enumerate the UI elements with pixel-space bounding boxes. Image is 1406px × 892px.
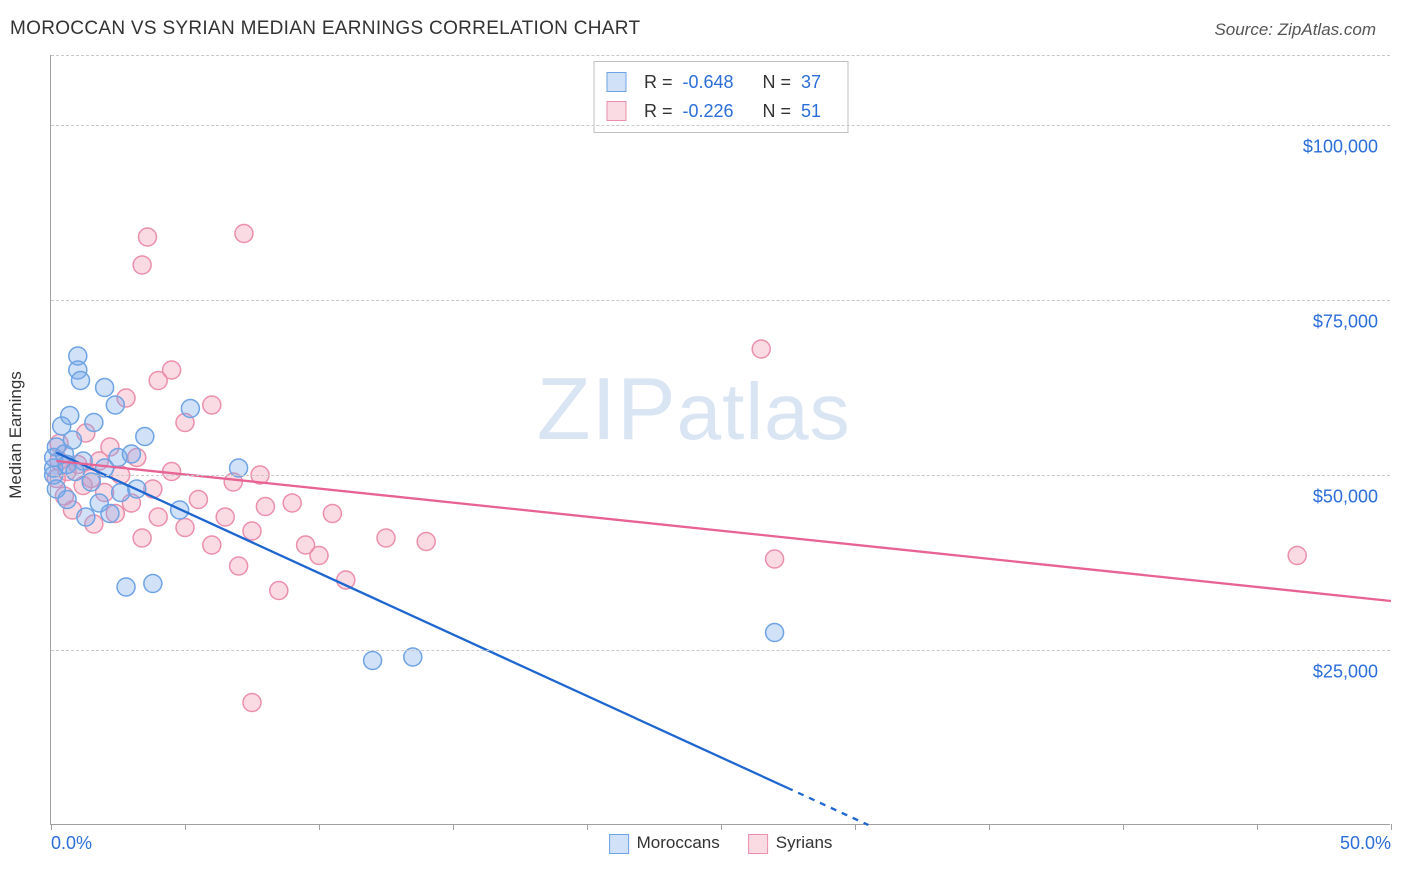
series-legend: Moroccans Syrians bbox=[609, 833, 833, 854]
x-tick-label: 0.0% bbox=[51, 833, 92, 854]
x-tick bbox=[587, 824, 588, 830]
data-point bbox=[203, 536, 221, 554]
data-point bbox=[377, 529, 395, 547]
x-tick bbox=[989, 824, 990, 830]
legend-item: Moroccans bbox=[609, 833, 720, 854]
legend-series-name: Moroccans bbox=[637, 833, 720, 852]
chart-source: Source: ZipAtlas.com bbox=[1214, 20, 1376, 40]
data-point bbox=[136, 428, 154, 446]
data-point bbox=[106, 396, 124, 414]
plot-region: ZIPatlas R =-0.648N =37R =-0.226N =51 Mo… bbox=[50, 55, 1390, 825]
data-point bbox=[364, 652, 382, 670]
data-point bbox=[323, 505, 341, 523]
x-tick bbox=[51, 824, 52, 830]
legend-n-value: 37 bbox=[801, 68, 831, 97]
x-tick bbox=[1391, 824, 1392, 830]
data-point bbox=[270, 582, 288, 600]
data-point bbox=[71, 372, 89, 390]
data-point bbox=[69, 347, 87, 365]
y-tick-label: $100,000 bbox=[1303, 137, 1378, 158]
data-point bbox=[101, 505, 119, 523]
legend-swatch bbox=[748, 834, 768, 854]
correlation-row: R = -0.226 N = 51 bbox=[606, 97, 831, 126]
x-tick bbox=[319, 824, 320, 830]
correlation-legend: R = -0.648 N = 37 R = -0.226 N = 51 bbox=[593, 61, 848, 133]
data-point bbox=[149, 508, 167, 526]
data-point bbox=[189, 491, 207, 509]
data-point bbox=[766, 624, 784, 642]
data-point bbox=[310, 547, 328, 565]
data-point bbox=[256, 498, 274, 516]
y-tick-label: $75,000 bbox=[1313, 312, 1378, 333]
data-point bbox=[96, 379, 114, 397]
gridline bbox=[51, 125, 1390, 126]
x-tick bbox=[1123, 824, 1124, 830]
x-tick bbox=[721, 824, 722, 830]
legend-item: Syrians bbox=[748, 833, 833, 854]
legend-swatch bbox=[606, 72, 626, 92]
y-axis-label: Median Earnings bbox=[6, 371, 26, 499]
data-point bbox=[283, 494, 301, 512]
data-point bbox=[1288, 547, 1306, 565]
data-point bbox=[766, 550, 784, 568]
y-tick-label: $25,000 bbox=[1313, 662, 1378, 683]
x-tick bbox=[185, 824, 186, 830]
gridline bbox=[51, 55, 1390, 56]
gridline bbox=[51, 475, 1390, 476]
data-point bbox=[122, 445, 140, 463]
data-point bbox=[133, 256, 151, 274]
data-point bbox=[176, 519, 194, 537]
x-tick bbox=[855, 824, 856, 830]
data-point bbox=[417, 533, 435, 551]
data-point bbox=[163, 361, 181, 379]
legend-r-label: R = bbox=[644, 97, 673, 126]
legend-n-value: 51 bbox=[801, 97, 831, 126]
data-point bbox=[61, 407, 79, 425]
x-tick bbox=[1257, 824, 1258, 830]
y-tick-label: $50,000 bbox=[1313, 487, 1378, 508]
data-point bbox=[58, 491, 76, 509]
chart-area: Median Earnings ZIPatlas R =-0.648N =37R… bbox=[14, 55, 1394, 865]
data-point bbox=[203, 396, 221, 414]
data-point bbox=[133, 529, 151, 547]
legend-series-name: Syrians bbox=[776, 833, 833, 852]
data-point bbox=[216, 508, 234, 526]
data-point bbox=[243, 522, 261, 540]
data-point bbox=[77, 508, 95, 526]
legend-swatch bbox=[606, 101, 626, 121]
data-point bbox=[235, 225, 253, 243]
chart-title: MOROCCAN VS SYRIAN MEDIAN EARNINGS CORRE… bbox=[10, 18, 640, 40]
x-tick bbox=[453, 824, 454, 830]
legend-n-label: N = bbox=[763, 97, 792, 126]
plot-svg bbox=[51, 55, 1391, 825]
trend-line-moroccans-dash bbox=[787, 788, 868, 825]
gridline bbox=[51, 300, 1390, 301]
legend-swatch bbox=[609, 834, 629, 854]
data-point bbox=[230, 557, 248, 575]
data-point bbox=[752, 340, 770, 358]
data-point bbox=[243, 694, 261, 712]
legend-r-value: -0.648 bbox=[683, 68, 753, 97]
legend-r-label: R = bbox=[644, 68, 673, 97]
data-point bbox=[144, 575, 162, 593]
data-point bbox=[181, 400, 199, 418]
legend-n-label: N = bbox=[763, 68, 792, 97]
gridline bbox=[51, 650, 1390, 651]
legend-r-value: -0.226 bbox=[683, 97, 753, 126]
trend-line-moroccans bbox=[56, 453, 787, 788]
data-point bbox=[85, 414, 103, 432]
data-point bbox=[138, 228, 156, 246]
correlation-row: R = -0.648 N = 37 bbox=[606, 68, 831, 97]
data-point bbox=[144, 480, 162, 498]
data-point bbox=[117, 578, 135, 596]
x-tick-label: 50.0% bbox=[1340, 833, 1391, 854]
data-point bbox=[63, 431, 81, 449]
chart-header: MOROCCAN VS SYRIAN MEDIAN EARNINGS CORRE… bbox=[0, 0, 1406, 48]
